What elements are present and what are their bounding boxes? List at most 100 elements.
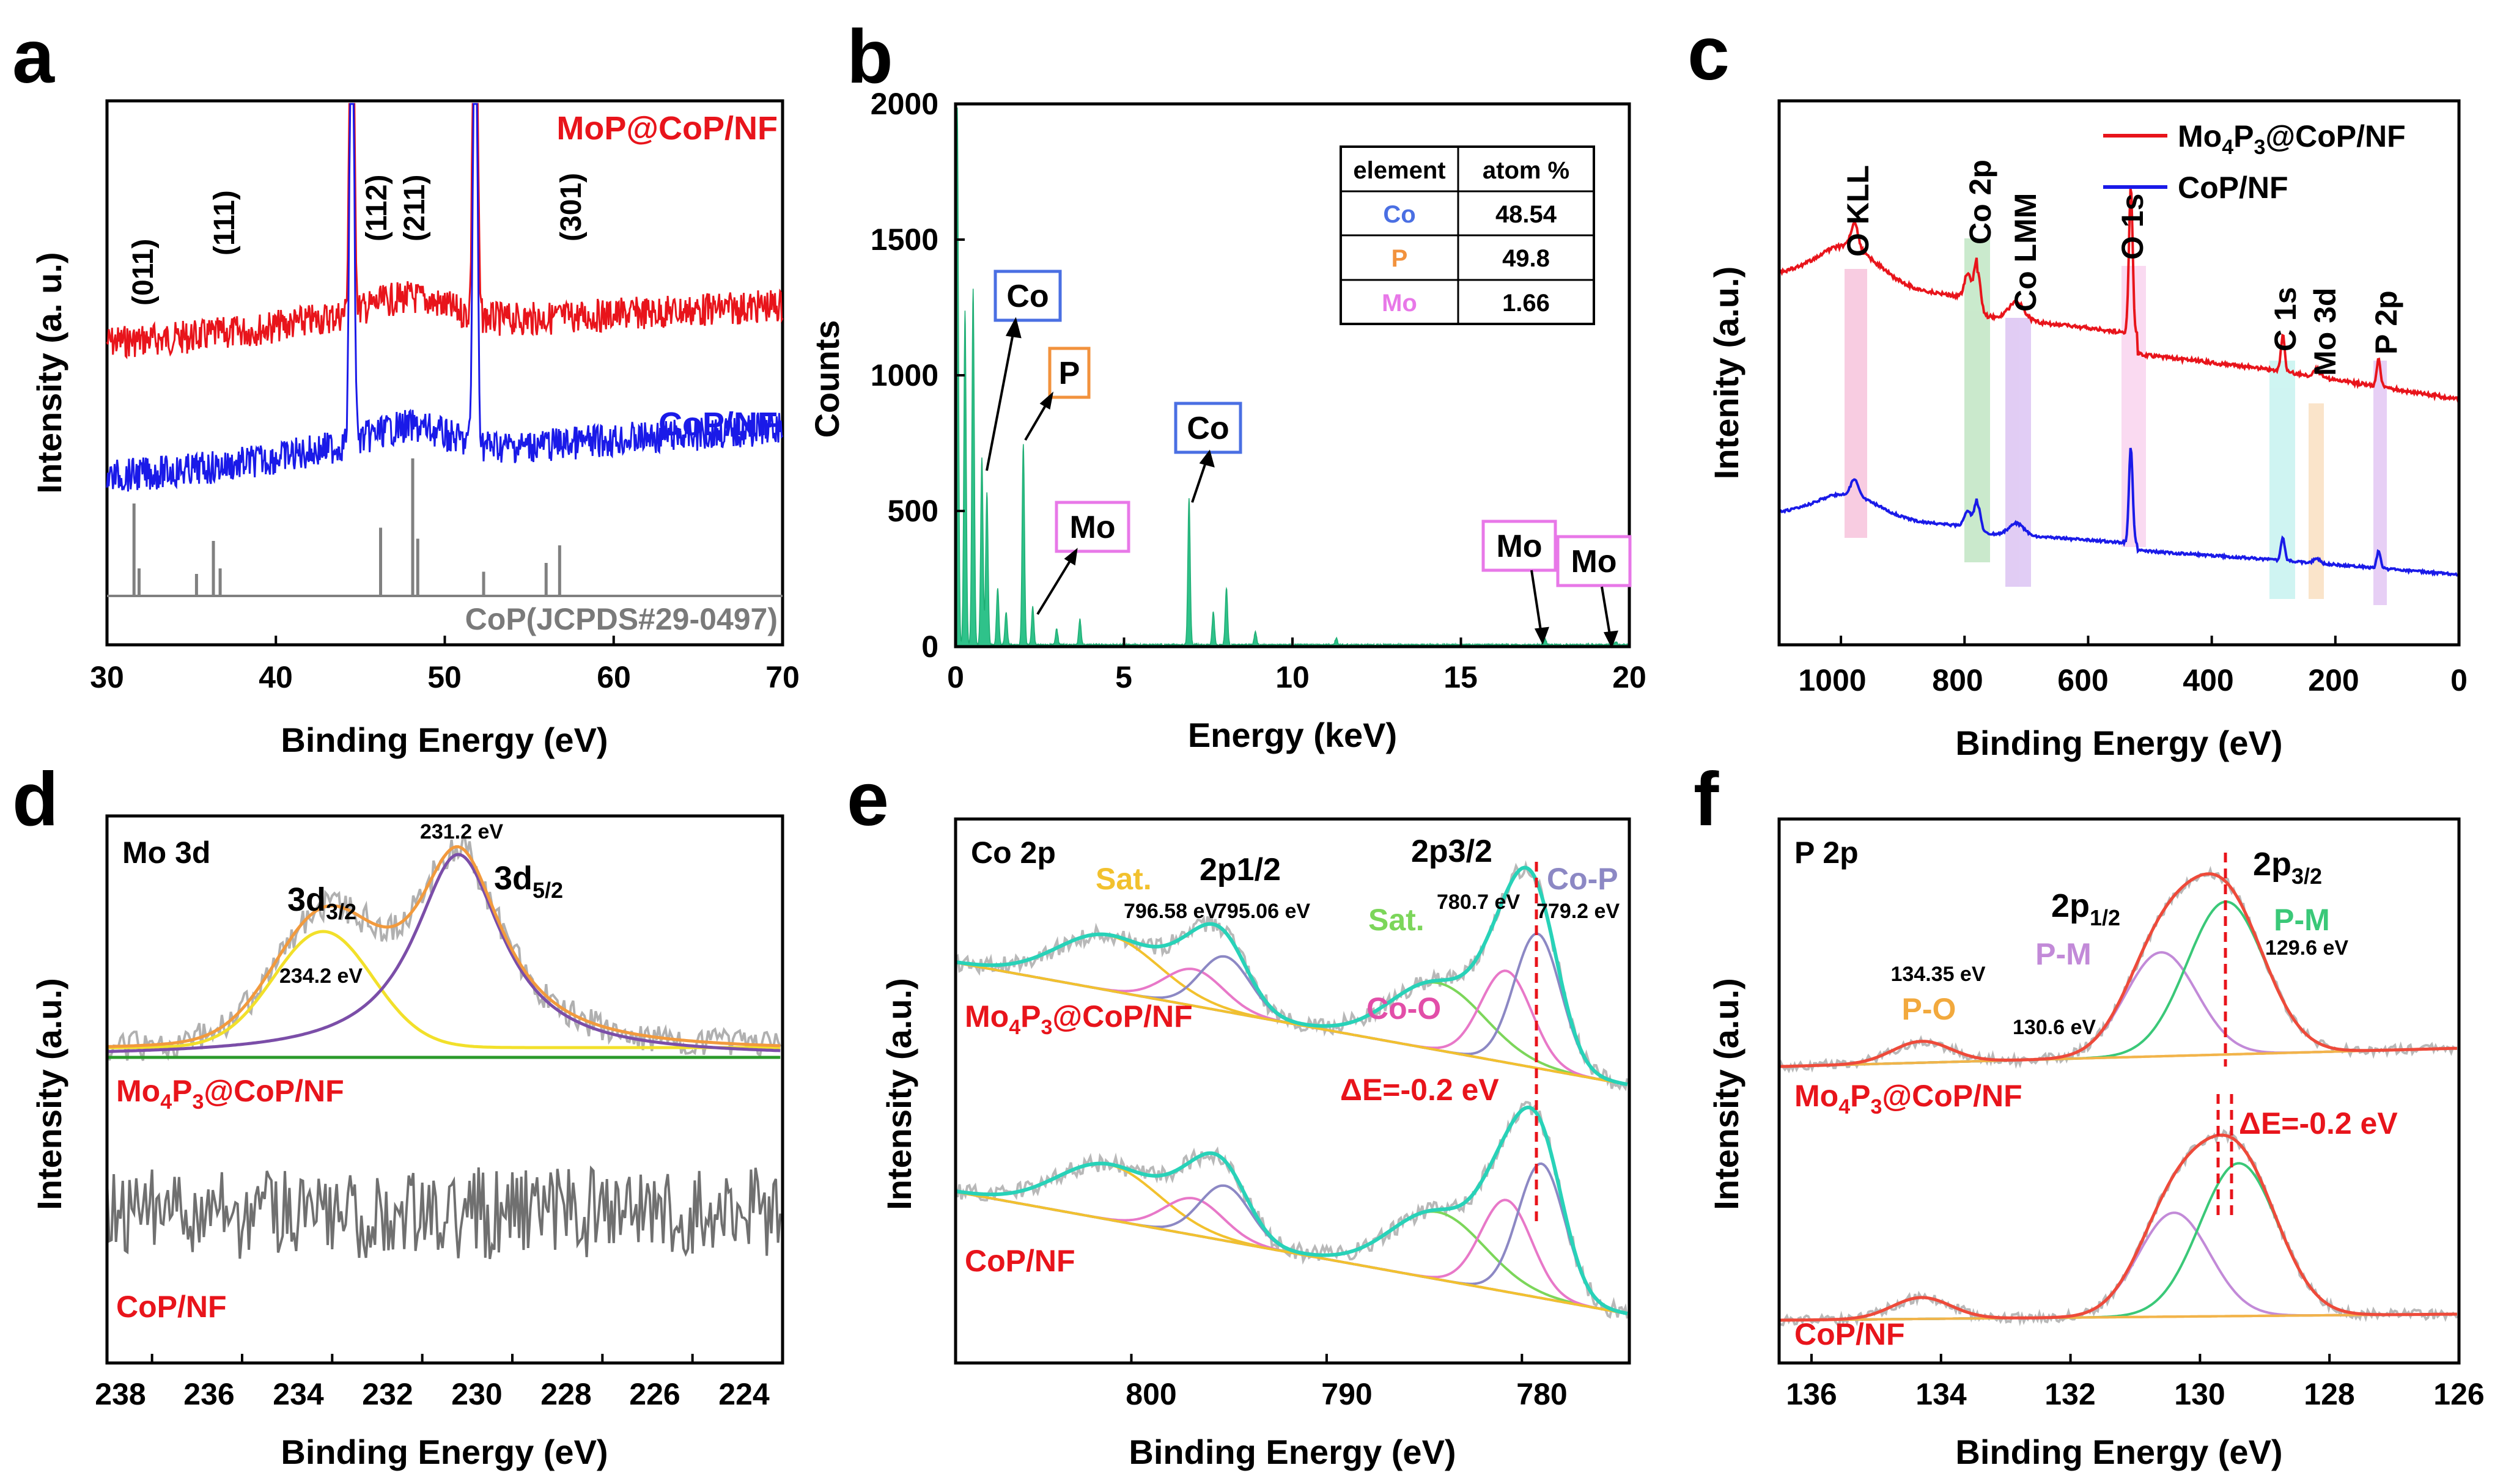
peak-label-mo: Mo	[1496, 529, 1542, 564]
tick-label: 780	[1516, 1377, 1567, 1411]
x-ticks	[106, 636, 784, 645]
tick-label: 10	[1275, 660, 1310, 694]
peak-label-p: P	[1059, 356, 1080, 391]
sample-label: CoP/NF	[965, 1244, 1075, 1278]
legend-cop: CoP/NF	[2178, 171, 2288, 205]
tick-label: 228	[540, 1377, 591, 1411]
x-ticks	[1130, 1354, 1524, 1363]
tick-label: 132	[2044, 1377, 2095, 1411]
series-line	[106, 103, 784, 359]
peak-label-mo: Mo	[1069, 510, 1115, 545]
shift-label: ΔE=-0.2 eV	[2239, 1106, 2398, 1141]
peak-label: P-M	[2035, 937, 2092, 971]
tick-label: 600	[2057, 663, 2108, 697]
series-line	[1778, 447, 2460, 577]
series-line	[1778, 188, 2460, 403]
peak-box-p	[1048, 347, 1091, 399]
peak-label: 3d5/2	[494, 860, 563, 903]
tick-label: 234	[273, 1377, 324, 1411]
energy-label: 780.7 eV	[1437, 891, 1520, 914]
panel-label-c: c	[1687, 12, 1730, 96]
peak-label-co: Co	[1006, 279, 1049, 314]
raw-data	[1778, 865, 2458, 1074]
tick-label: 30	[90, 660, 124, 694]
peak-box-co	[993, 270, 1062, 322]
band-label: O 1s	[2115, 194, 2150, 260]
energy-label: 231.2 eV	[420, 820, 503, 843]
peak-label: 3d3/2	[287, 881, 356, 924]
tick-label: 226	[629, 1377, 680, 1411]
tick-label: 50	[427, 660, 462, 694]
series-line	[106, 103, 784, 492]
tick-label: 230	[451, 1377, 502, 1411]
panel-e: e 800 790 780 Binding Energy (eV) Intens…	[847, 757, 1631, 1471]
tick-label: 70	[765, 660, 800, 694]
panel-label-d: d	[12, 757, 59, 842]
ticks	[954, 103, 1631, 648]
energy-label: 796.58 eV	[1124, 900, 1218, 923]
fit-component	[955, 1162, 1628, 1315]
tick-label: 790	[1321, 1377, 1372, 1411]
peak-box-mo	[1556, 535, 1632, 587]
tick-label: 128	[2304, 1377, 2354, 1411]
reference-lines	[107, 458, 783, 597]
co2p-spectra	[954, 860, 1629, 1319]
y-axis-label: Intensity (a. u.)	[30, 252, 68, 493]
fit-component	[1779, 1162, 2457, 1321]
x-axis-label: Binding Energy (eV)	[1955, 1433, 2282, 1471]
arrows	[986, 317, 1618, 649]
y-axis-label: Counts	[808, 320, 846, 438]
energy-label: 234.2 eV	[279, 964, 363, 988]
peak-label-co: Co	[1187, 411, 1229, 446]
tick-label: 232	[362, 1377, 413, 1411]
x-ticks	[150, 1354, 784, 1363]
tick-label: 800	[1126, 1377, 1176, 1411]
tick-label: 134	[1915, 1377, 1967, 1411]
spectrum-title: P 2p	[1794, 836, 1859, 870]
tick-label: 5	[1115, 660, 1132, 694]
tick-label: 0	[2450, 663, 2468, 697]
panel-c: c 1000 800 600 400 200 0 Binding Energy …	[1687, 12, 2468, 762]
tick-label: 40	[259, 660, 293, 694]
tick-label: 800	[1932, 663, 1983, 697]
mo3d-spectra	[106, 836, 782, 1260]
table-cell: 1.66	[1502, 290, 1550, 317]
x-axis-label: Energy (keV)	[1188, 716, 1397, 754]
fit-envelope	[106, 845, 781, 1048]
x-axis-label: Binding Energy (eV)	[1129, 1433, 1456, 1471]
peak-label: 2p3/2	[2253, 846, 2322, 889]
table-cell: Mo	[1382, 290, 1417, 317]
band-label: C 1s	[2268, 287, 2302, 351]
peak-label: Co-P	[1547, 862, 1618, 896]
x-ticks	[1840, 636, 2460, 645]
tick-label: 130	[2174, 1377, 2225, 1411]
peak-label: 2p3/2	[1411, 834, 1492, 869]
table-header: element	[1353, 157, 1445, 184]
atom-percent-table: element atom % Co 48.54 P 49.8 Mo 1.66	[1340, 145, 1595, 325]
band-label: Co LMM	[2008, 193, 2043, 312]
panel-label-a: a	[12, 15, 55, 99]
band-label: Mo 3d	[2308, 288, 2342, 376]
peak-label-mo: Mo	[1571, 544, 1616, 579]
sample-label: CoP/NF	[116, 1290, 227, 1324]
background-line	[1779, 1313, 2457, 1321]
tick-label: 2000	[871, 87, 938, 121]
band-label: P 2p	[2369, 290, 2403, 354]
band-label: Co 2p	[1963, 160, 1997, 244]
x-ticks	[1810, 1354, 2460, 1363]
table-cell: 48.54	[1495, 201, 1557, 228]
plot-frame	[105, 99, 784, 647]
energy-label: 795.06 eV	[1215, 900, 1310, 923]
panel-label-e: e	[847, 757, 889, 842]
p2p-spectra	[1778, 865, 2458, 1327]
tick-label: 1500	[871, 222, 938, 257]
tick-label: 60	[597, 660, 631, 694]
y-axis-label: Intensity (a.u.)	[30, 978, 68, 1210]
fit-3d32	[107, 930, 781, 1049]
tick-label: 236	[183, 1377, 234, 1411]
element-bands	[1845, 238, 2387, 605]
raw-data-cop	[106, 1165, 782, 1260]
table-cell: 49.8	[1502, 245, 1550, 272]
peak-box-mo	[1481, 520, 1557, 572]
tick-label: 15	[1443, 660, 1478, 694]
